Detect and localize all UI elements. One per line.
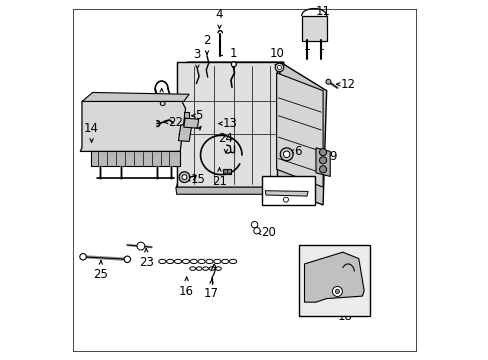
Polygon shape [223, 169, 230, 174]
FancyBboxPatch shape [261, 176, 314, 205]
Polygon shape [301, 16, 326, 41]
Circle shape [80, 253, 86, 260]
Text: 2: 2 [203, 34, 210, 47]
Text: 13: 13 [222, 117, 237, 130]
Polygon shape [304, 252, 364, 302]
Text: 21: 21 [212, 175, 226, 188]
Polygon shape [183, 118, 198, 128]
Text: 25: 25 [93, 268, 108, 281]
Text: 8: 8 [158, 96, 165, 109]
Polygon shape [176, 62, 276, 187]
Polygon shape [264, 191, 307, 196]
Text: 6: 6 [293, 145, 301, 158]
Text: 22: 22 [168, 116, 183, 129]
Text: 12: 12 [340, 78, 354, 91]
Text: 14: 14 [84, 122, 99, 135]
FancyBboxPatch shape [298, 245, 369, 316]
Circle shape [280, 148, 292, 161]
Circle shape [231, 62, 236, 67]
Polygon shape [82, 93, 189, 102]
Text: 17: 17 [203, 287, 219, 300]
Text: 7: 7 [295, 178, 303, 191]
Circle shape [137, 242, 144, 250]
Polygon shape [276, 62, 326, 205]
Text: 9: 9 [329, 150, 336, 163]
Text: 10: 10 [269, 47, 284, 60]
Circle shape [332, 287, 342, 296]
Text: 20: 20 [261, 226, 275, 239]
Circle shape [319, 157, 326, 164]
Circle shape [335, 289, 339, 294]
Text: 3: 3 [193, 48, 201, 61]
Circle shape [179, 172, 189, 183]
Polygon shape [276, 73, 323, 187]
Text: 11: 11 [315, 5, 330, 18]
Polygon shape [176, 62, 285, 187]
Circle shape [319, 149, 326, 156]
Circle shape [253, 228, 260, 234]
Circle shape [251, 221, 257, 228]
Text: 4: 4 [215, 8, 223, 21]
Polygon shape [91, 152, 180, 166]
Circle shape [277, 65, 281, 69]
Circle shape [283, 197, 288, 202]
Circle shape [227, 169, 231, 174]
Circle shape [182, 175, 186, 180]
Polygon shape [80, 102, 185, 152]
Text: 23: 23 [139, 256, 153, 269]
Text: 19: 19 [300, 192, 315, 205]
Text: 24: 24 [218, 132, 233, 145]
Circle shape [124, 256, 130, 262]
Polygon shape [176, 187, 283, 194]
Polygon shape [178, 125, 191, 141]
Polygon shape [315, 148, 329, 176]
Text: 16: 16 [179, 285, 194, 298]
Text: 1: 1 [229, 46, 236, 60]
Circle shape [325, 79, 330, 84]
Circle shape [224, 169, 227, 174]
Polygon shape [176, 62, 187, 187]
Circle shape [283, 151, 289, 157]
Text: 18: 18 [337, 310, 352, 323]
Circle shape [319, 166, 326, 173]
Circle shape [275, 63, 283, 72]
Polygon shape [183, 112, 189, 119]
Polygon shape [288, 184, 297, 192]
Text: 15: 15 [190, 173, 204, 186]
Text: 5: 5 [195, 109, 203, 122]
